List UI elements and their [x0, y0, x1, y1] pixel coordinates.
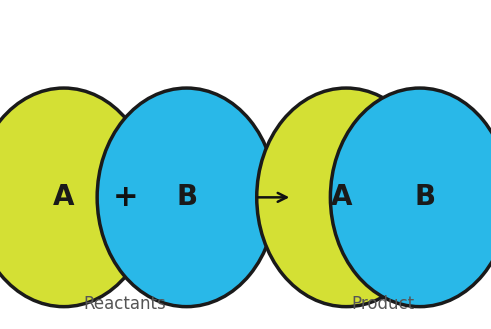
- Text: B: B: [414, 183, 436, 211]
- Ellipse shape: [257, 88, 436, 307]
- Ellipse shape: [97, 88, 276, 307]
- Text: +: +: [112, 183, 138, 212]
- Text: A: A: [53, 183, 75, 211]
- Ellipse shape: [0, 88, 153, 307]
- Text: B: B: [176, 183, 197, 211]
- Text: Reactants: Reactants: [84, 295, 166, 313]
- Text: Product: Product: [352, 295, 414, 313]
- Text: A: A: [330, 183, 352, 211]
- Ellipse shape: [330, 88, 491, 307]
- Text: Synthesis Reaction: Synthesis Reaction: [66, 24, 425, 57]
